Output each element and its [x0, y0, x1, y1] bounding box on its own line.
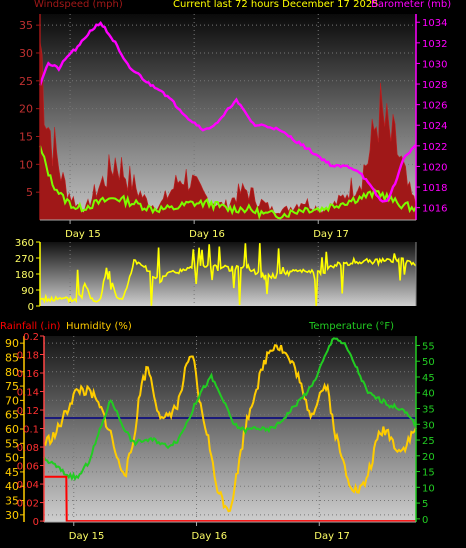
rain-tick-label-10: 0.2: [23, 332, 39, 343]
rain-tick-label-2: 0.04: [17, 480, 39, 491]
barometer-tick-label-4: 1024: [422, 121, 447, 132]
humidity-tick-label-2: 40: [5, 480, 19, 493]
rain-tick-label-9: 0.18: [17, 351, 39, 362]
humidity-tick-label-4: 50: [5, 452, 19, 465]
humidity-tick-label-1: 35: [5, 495, 19, 508]
rainfall-line: [44, 475, 416, 523]
humidity-tick-label-8: 70: [5, 394, 19, 407]
dir-tick-label-3: 270: [15, 254, 34, 265]
barometer-tick-label-0: 1016: [422, 204, 447, 215]
marks-layer: [38, 21, 417, 523]
wind-tick-label-4: 25: [19, 75, 33, 88]
humidity-tick-label-5: 55: [5, 437, 19, 450]
humidity-tick-label-6: 60: [5, 423, 19, 436]
temp-tick-label-4: 20: [422, 452, 435, 463]
humidity-tick-label-12: 90: [5, 337, 19, 350]
barometer-tick-label-3: 1022: [422, 142, 447, 153]
windspeed-axis-label: Windspeed (mph): [34, 0, 123, 10]
barometer-tick-label-2: 1020: [422, 162, 447, 173]
rain-tick-label-7: 0.14: [17, 388, 39, 399]
temp-tick-label-3: 15: [422, 468, 435, 479]
barometer-tick-label-8: 1032: [422, 39, 447, 50]
temp-tick-label-1: 5: [422, 499, 428, 510]
humidity-tick-label-7: 65: [5, 409, 19, 422]
rain-tick-label-1: 0.02: [17, 499, 39, 510]
temperature-axis-label: Temperature (°F): [308, 321, 394, 332]
wind-tick-label-5: 30: [19, 47, 33, 60]
direction-panel-background: [40, 242, 416, 306]
temp-tick-label-7: 35: [422, 405, 435, 416]
humidity-tick-label-11: 85: [5, 351, 19, 364]
rain-tick-label-6: 0.12: [17, 406, 39, 417]
barometer-axis-label: Barometer (mb): [371, 0, 451, 10]
rainfall-axis-label: Rainfall (.in): [0, 321, 61, 332]
wind-x-label-2: Day 17: [313, 229, 349, 240]
temp-tick-label-6: 30: [422, 420, 435, 431]
temp-tick-label-8: 40: [422, 389, 435, 400]
temp-tick-label-0: 0: [422, 515, 428, 526]
rain-tick-label-5: 0.1: [23, 425, 39, 436]
average-wind-line: [39, 145, 417, 220]
wind-x-label-0: Day 15: [65, 229, 101, 240]
axes-layer: [20, 14, 420, 526]
humidity-line: [43, 344, 417, 513]
wind-x-label-1: Day 16: [189, 229, 225, 240]
rain-tick-label-4: 0.08: [17, 443, 39, 454]
wind-direction-line: [39, 243, 417, 306]
humidity-tick-label-0: 30: [5, 509, 19, 522]
hum-x-label-2: Day 17: [314, 531, 350, 542]
dir-tick-label-4: 360: [15, 238, 34, 249]
dir-tick-label-0: 0: [28, 302, 34, 313]
wind-tick-label-3: 20: [19, 103, 33, 116]
wind-tick-label-6: 35: [19, 19, 33, 32]
temp-tick-label-11: 55: [422, 341, 435, 352]
tick-labels-layer: 5101520253035101610181020102210241026102…: [5, 18, 447, 542]
wind-tick-label-2: 15: [19, 130, 33, 143]
barometer-line: [38, 21, 417, 203]
temp-tick-label-9: 45: [422, 373, 435, 384]
barometer-tick-label-6: 1028: [422, 80, 447, 91]
rain-tick-label-0: 0: [33, 517, 39, 528]
wind-tick-label-0: 5: [26, 186, 33, 199]
barometer-tick-label-9: 1034: [422, 18, 447, 29]
barometer-tick-label-1: 1018: [422, 183, 447, 194]
barometer-tick-label-5: 1026: [422, 101, 447, 112]
chart-title: Current last 72 hours December 17 2025: [173, 0, 379, 10]
hum-x-label-1: Day 16: [192, 531, 228, 542]
barometer-tick-label-7: 1030: [422, 59, 447, 70]
temp-tick-label-2: 10: [422, 483, 435, 494]
humidity-tick-label-3: 45: [5, 466, 19, 479]
wind-tick-label-1: 10: [19, 158, 33, 171]
rain-tick-label-3: 0.06: [17, 462, 39, 473]
dir-tick-label-1: 90: [21, 286, 34, 297]
humidity-tick-label-10: 80: [5, 366, 19, 379]
rain-tick-label-8: 0.16: [17, 369, 39, 380]
dir-tick-label-2: 180: [15, 270, 34, 281]
humidity-tick-label-9: 75: [5, 380, 19, 393]
temperature-line: [43, 337, 417, 482]
hum-x-label-0: Day 15: [69, 531, 105, 542]
temp-tick-label-5: 25: [422, 436, 435, 447]
humidity-axis-label: Humidity (%): [66, 321, 132, 332]
temp-tick-label-10: 50: [422, 357, 435, 368]
